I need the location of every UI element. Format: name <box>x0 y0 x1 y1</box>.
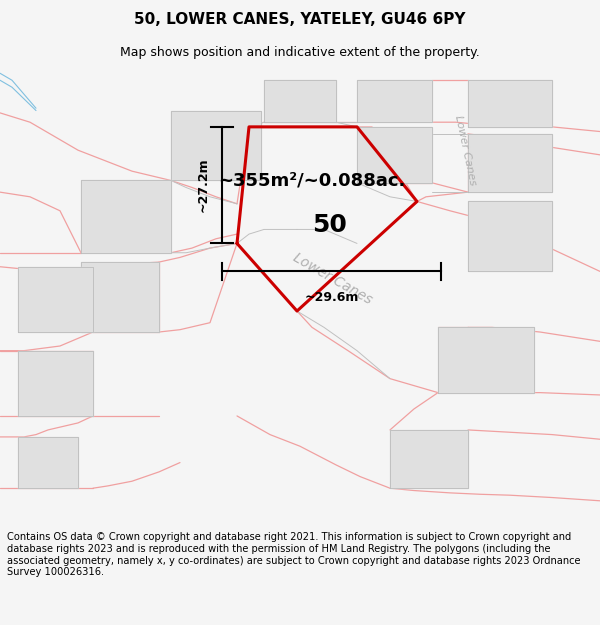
Polygon shape <box>18 267 93 332</box>
Text: 50: 50 <box>313 213 347 237</box>
Text: ~355m²/~0.088ac.: ~355m²/~0.088ac. <box>218 171 406 189</box>
Polygon shape <box>81 262 159 332</box>
Polygon shape <box>357 127 432 182</box>
Polygon shape <box>81 181 171 253</box>
Polygon shape <box>468 201 552 271</box>
Text: 50, LOWER CANES, YATELEY, GU46 6PY: 50, LOWER CANES, YATELEY, GU46 6PY <box>134 12 466 27</box>
Polygon shape <box>264 80 336 122</box>
Polygon shape <box>390 430 468 488</box>
Text: ~27.2m: ~27.2m <box>196 158 209 212</box>
Text: Lower Canes: Lower Canes <box>291 250 375 307</box>
Polygon shape <box>357 80 432 122</box>
Text: Lower Canes: Lower Canes <box>452 114 478 186</box>
Polygon shape <box>18 351 93 416</box>
Polygon shape <box>468 80 552 127</box>
Text: Map shows position and indicative extent of the property.: Map shows position and indicative extent… <box>120 46 480 59</box>
Polygon shape <box>438 328 534 392</box>
Text: Contains OS data © Crown copyright and database right 2021. This information is : Contains OS data © Crown copyright and d… <box>7 532 581 578</box>
Polygon shape <box>171 111 261 181</box>
Polygon shape <box>468 134 552 192</box>
Polygon shape <box>18 437 78 488</box>
Text: ~29.6m: ~29.6m <box>304 291 359 304</box>
